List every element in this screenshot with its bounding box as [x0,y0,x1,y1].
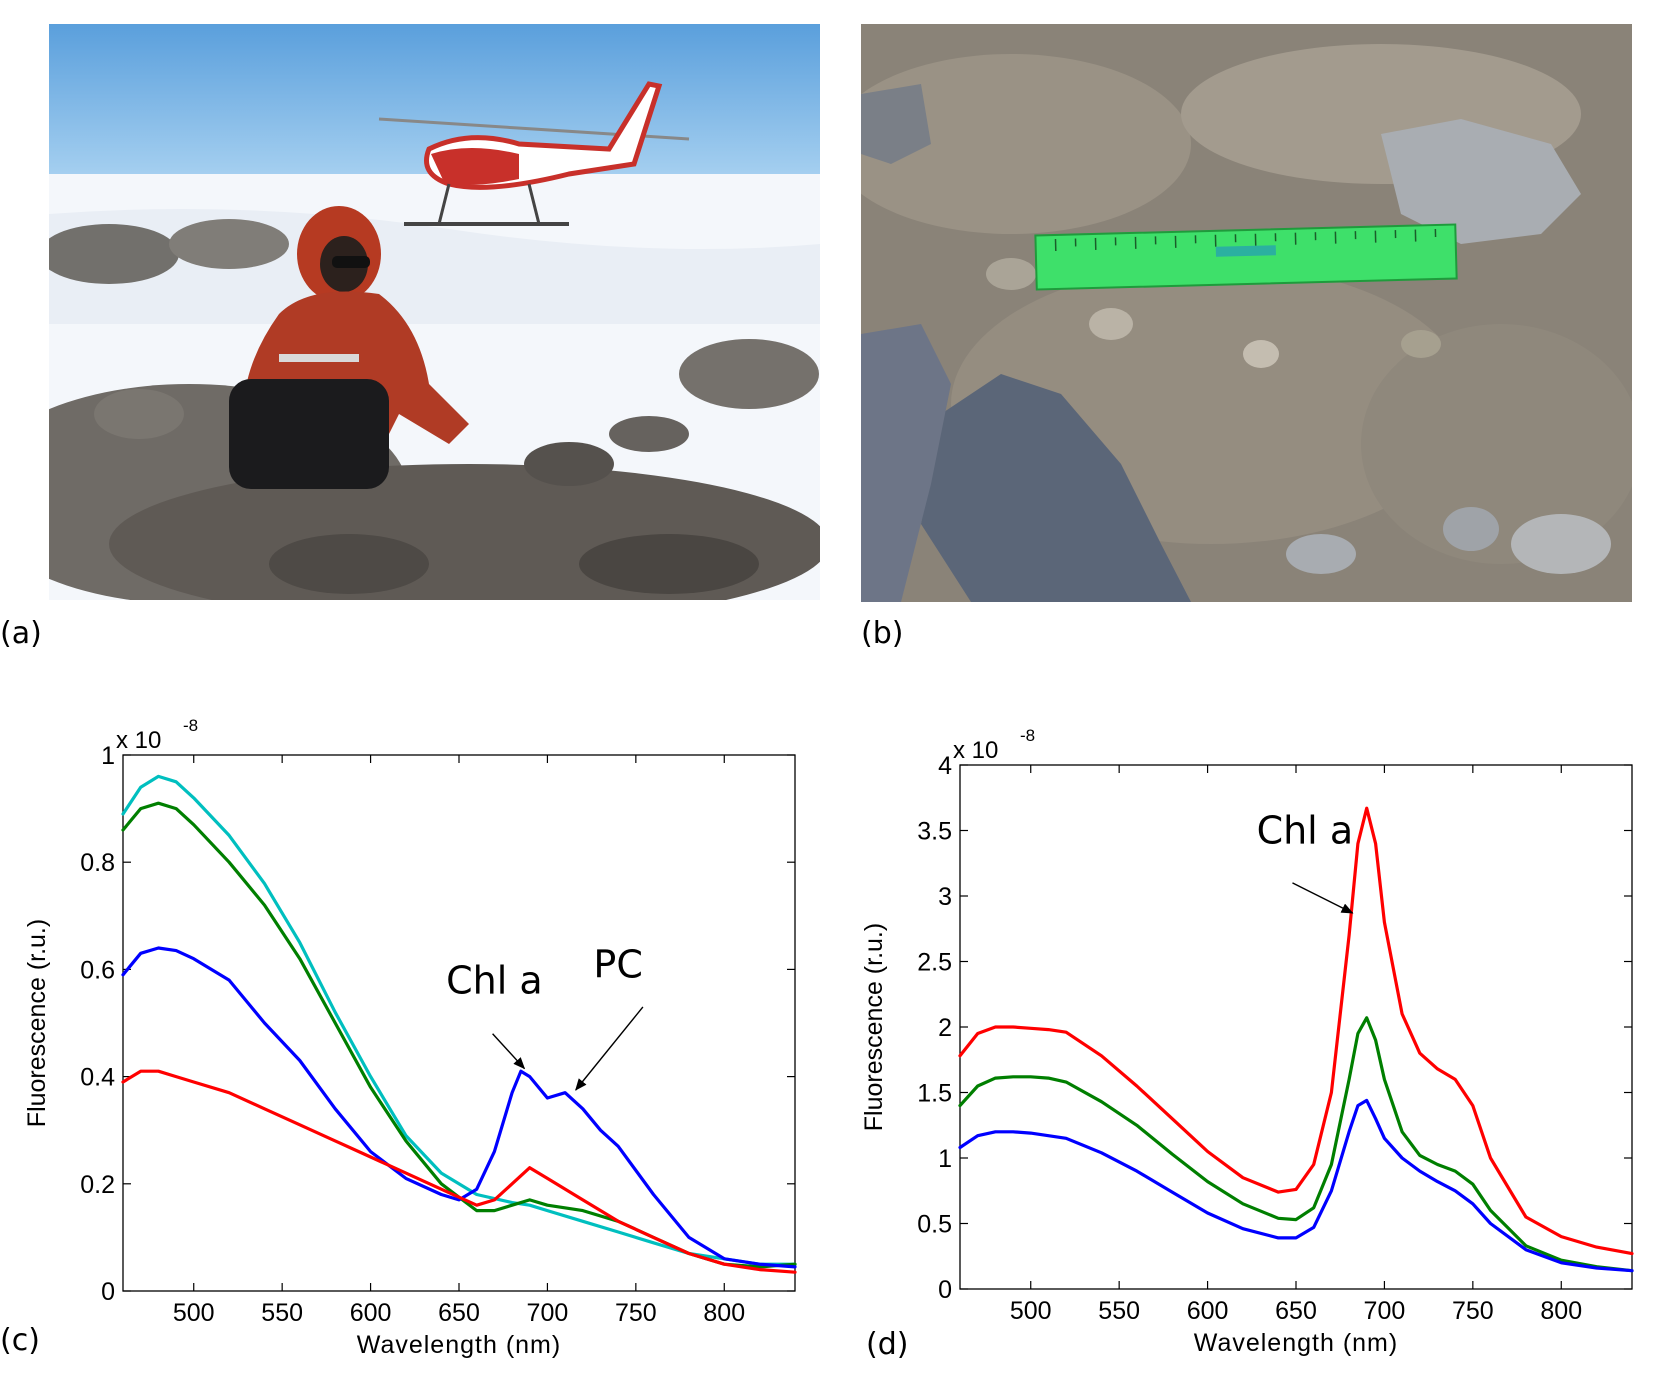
chart-d: 500 550 600 650 700 750 800 0 0.5 1 1.5 2 2.5 3 3.5 4x … [860,726,1634,1357]
annotation-label: Chl a [1257,809,1354,853]
y-tick-label: 3 [938,883,952,911]
x-tick-label: 700 [1364,1297,1406,1325]
y-tick-label: 2.5 [917,949,952,977]
chart-c: 500 550 600 650 700 750 800 0 0.2 0.4 0.6 0.8 1x 10 -… [23,716,797,1359]
annotation-arrow [492,1033,526,1070]
y-tick-label: 0.6 [80,956,115,984]
series-line-red [121,1069,797,1274]
y-multiplier: x 10 [116,727,161,754]
x-tick-label: 700 [527,1299,569,1327]
annotation-arrow [1292,882,1354,914]
annotation-label: PC [593,942,642,986]
x-axis-title: Wavelength (nm) [357,1331,561,1359]
y-tick-label: 0 [101,1278,115,1306]
series-line-blue [958,1098,1634,1273]
x-tick-label: 650 [438,1299,480,1327]
y-multiplier-exponent: -8 [183,716,198,735]
x-tick-label: 500 [173,1299,215,1327]
x-tick-label: 600 [1187,1297,1229,1325]
x-tick-label: 800 [703,1299,745,1327]
series-line-blue [121,946,797,1269]
y-tick-label: 0.2 [80,1171,115,1199]
y-axis-title: Fluorescence (r.u.) [860,923,888,1131]
panel-label-a: (a) [0,616,42,651]
panel-label-d: (d) [866,1327,909,1362]
x-tick-label: 650 [1275,1297,1317,1325]
y-axis-title: Fluorescence (r.u.) [23,919,51,1127]
series-line-red [958,806,1634,1256]
series-line-green [121,801,797,1269]
panel-label-c: (c) [0,1323,40,1358]
y-tick-label: 2 [938,1014,952,1042]
plot-frame [122,754,796,1292]
y-tick-label: 3.5 [917,818,952,846]
photo-field-site [49,24,820,600]
y-tick-label: 1 [938,1145,952,1173]
x-tick-label: 600 [350,1299,392,1327]
series-line-cyan [121,774,797,1266]
annotation-label: Chl a [446,959,543,1003]
y-multiplier-exponent: -8 [1020,726,1035,745]
x-tick-label: 750 [1452,1297,1494,1325]
annotation-arrow [575,1006,644,1091]
x-tick-label: 750 [615,1299,657,1327]
photo-soil-sample [861,24,1632,602]
plot-frame [959,764,1633,1290]
y-tick-label: 0.4 [80,1064,115,1092]
y-tick-label: 0.5 [917,1211,952,1239]
y-multiplier: x 10 [953,737,998,764]
y-tick-label: 1.5 [917,1080,952,1108]
y-tick-label: 0.8 [80,849,115,877]
x-tick-label: 550 [261,1299,303,1327]
y-tick-label: 0 [938,1276,952,1304]
y-tick-label: 4 [938,752,952,780]
x-tick-label: 500 [1010,1297,1052,1325]
x-axis-title: Wavelength (nm) [1194,1329,1398,1357]
panel-label-b: (b) [861,616,904,651]
x-tick-label: 800 [1540,1297,1582,1325]
series-line-green [958,1016,1634,1273]
y-tick-label: 1 [101,742,115,770]
x-tick-label: 550 [1098,1297,1140,1325]
